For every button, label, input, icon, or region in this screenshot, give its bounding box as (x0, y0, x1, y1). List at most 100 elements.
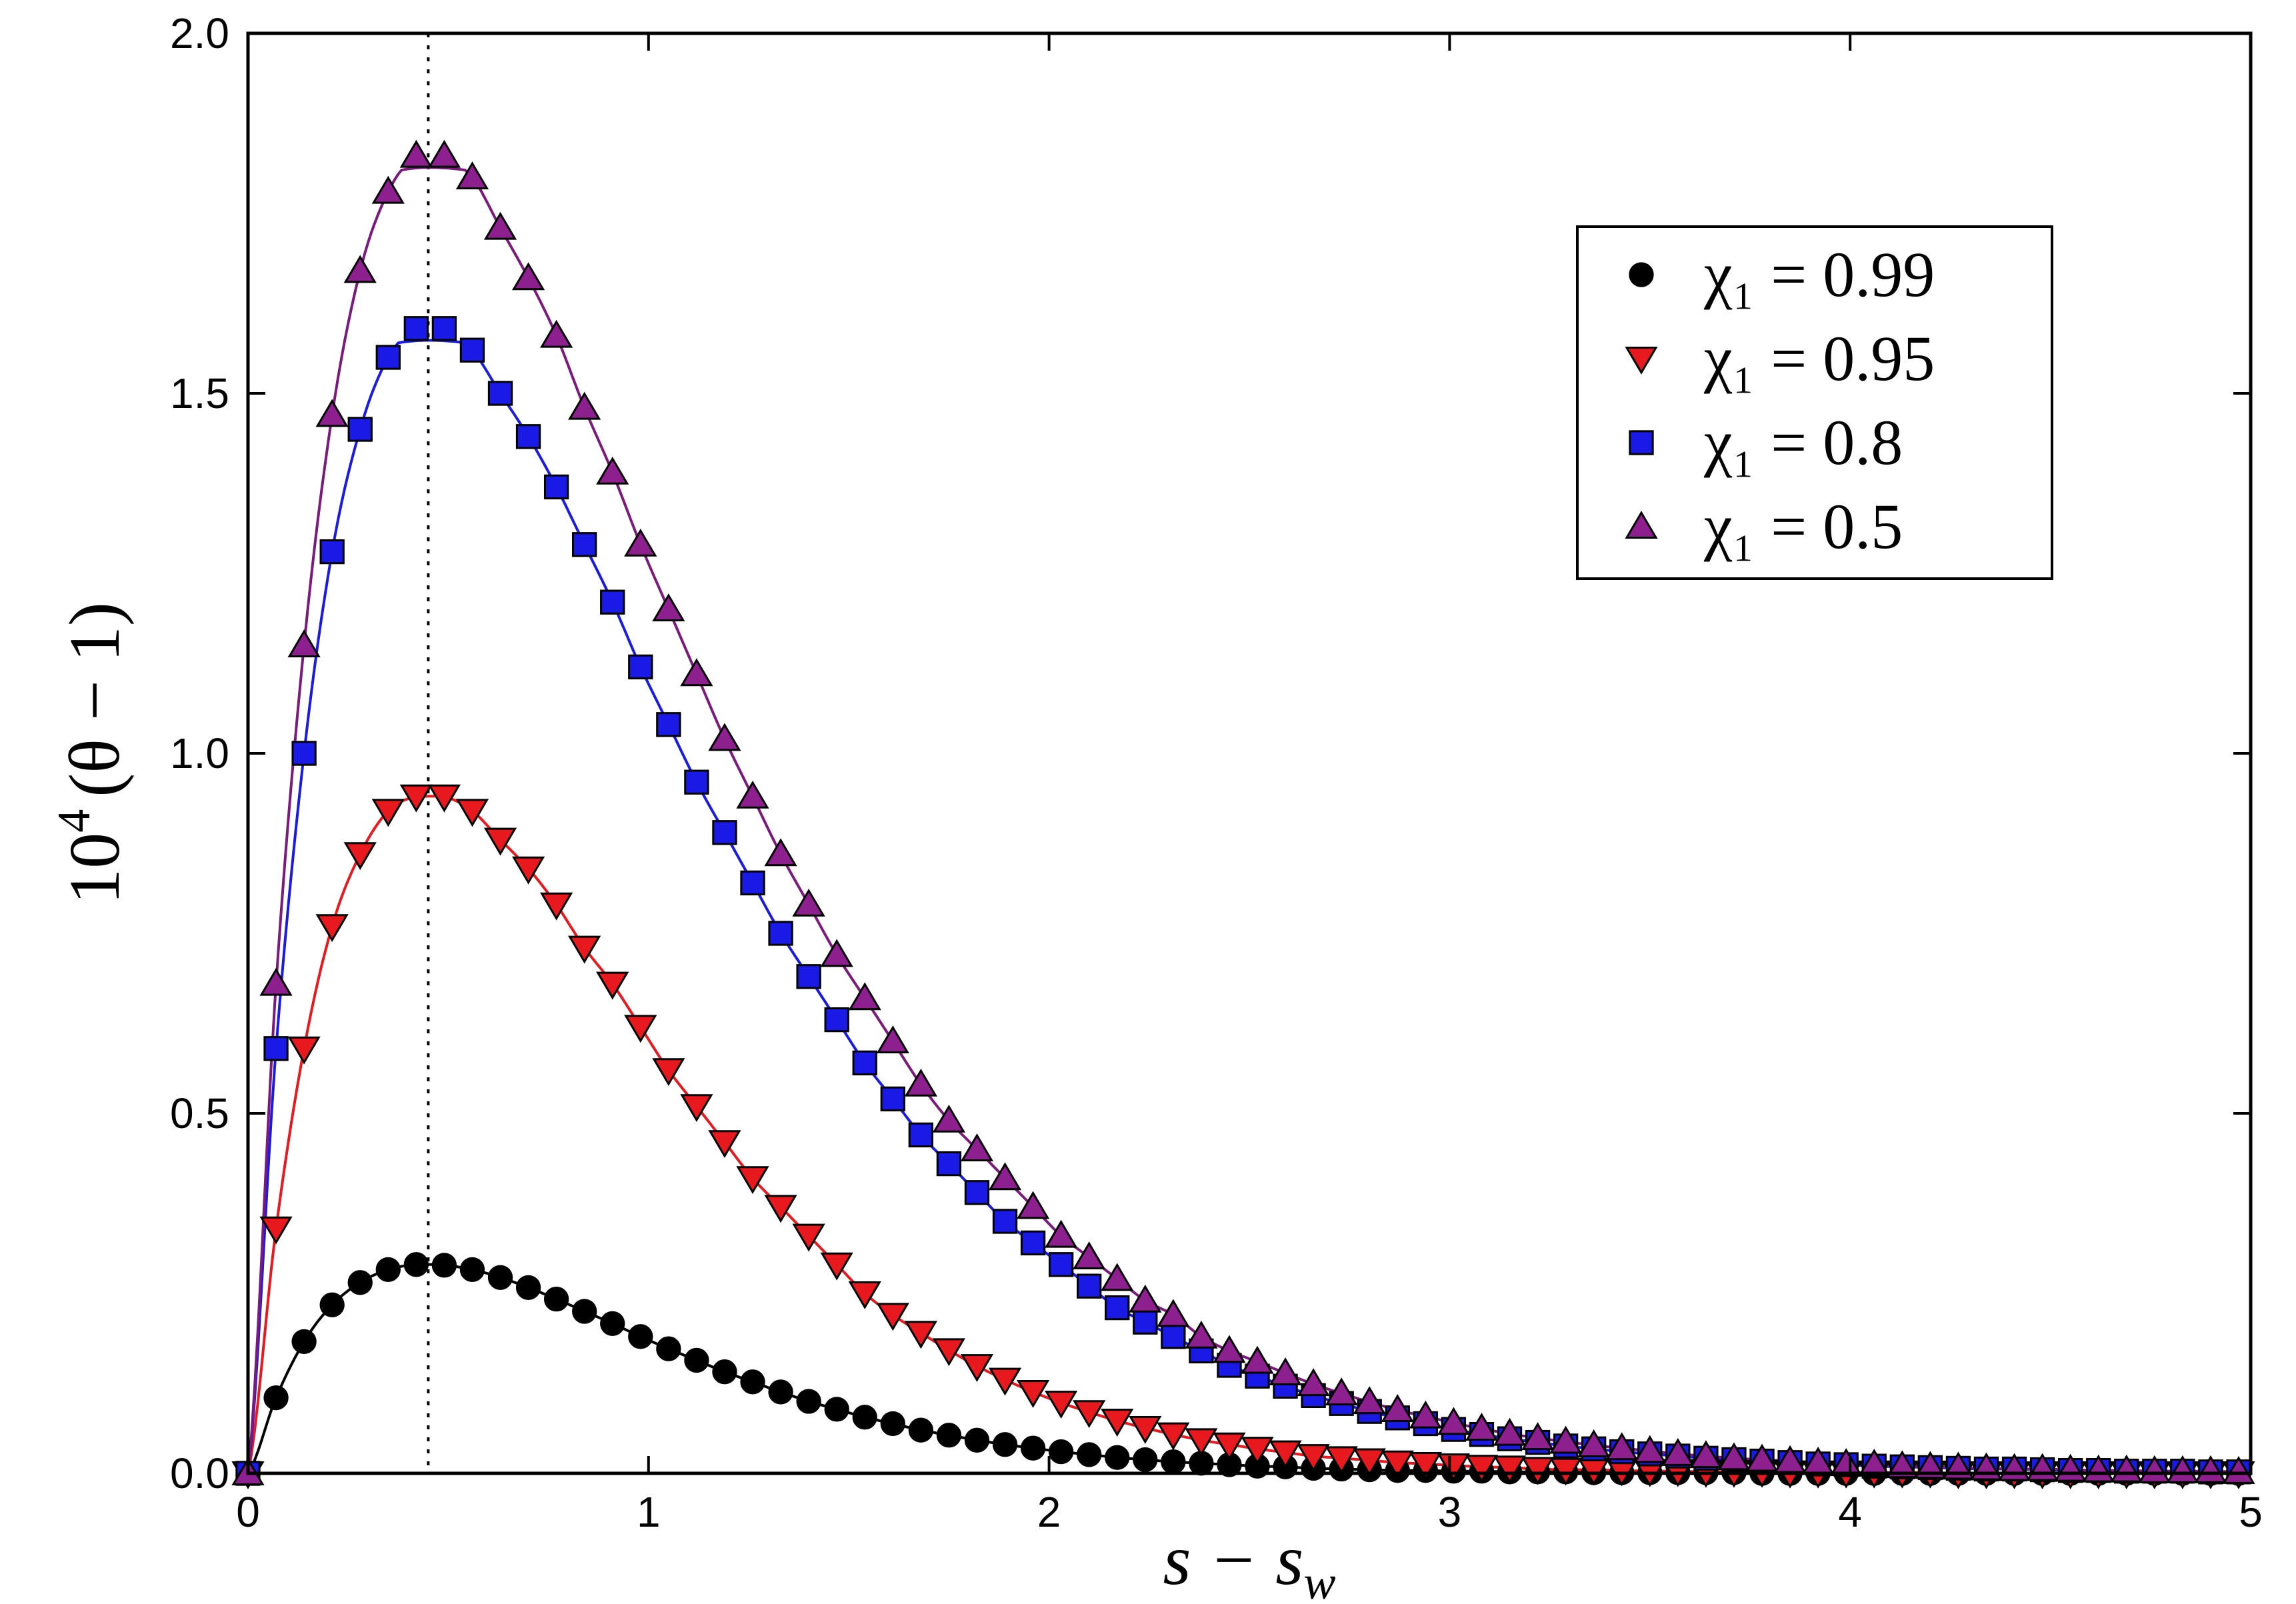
data-point-triangle-up (2082, 1454, 2115, 1483)
data-point-square (515, 424, 541, 449)
data-point-triangle-down (652, 1058, 685, 1087)
data-point-square (403, 316, 429, 341)
data-point-triangle-up (820, 939, 853, 967)
data-point-triangle-up (1717, 1442, 1751, 1471)
data-point-square (880, 1086, 905, 1112)
data-point-triangle-up (1409, 1400, 1442, 1429)
legend-label: χ₁ = 0.8 (1703, 407, 1903, 478)
data-point-triangle-up (1101, 1263, 1134, 1291)
data-point-circle (1048, 1439, 1074, 1465)
y-tick-label: 0.0 (170, 1449, 229, 1497)
data-point-triangle-down (1353, 1448, 1386, 1477)
data-point-triangle-up (1325, 1377, 1358, 1406)
legend-marker (1629, 262, 1654, 287)
data-point-triangle-down (1521, 1457, 1555, 1485)
data-point-triangle-down (932, 1338, 966, 1367)
data-point-square (656, 712, 681, 737)
data-point-circle (992, 1432, 1018, 1457)
legend-box (1576, 225, 2053, 580)
data-point-triangle-down (287, 1036, 321, 1065)
data-point-triangle-up (1913, 1451, 1947, 1479)
data-point-square (291, 741, 317, 766)
data-point-triangle-up (259, 967, 293, 996)
data-point-triangle-up (2166, 1455, 2199, 1483)
data-point-circle (824, 1397, 849, 1422)
data-point-square (572, 532, 597, 557)
x-tick-label: 3 (1438, 1488, 1462, 1536)
data-point-circle (684, 1347, 709, 1373)
legend-marker (1625, 511, 1658, 539)
data-point-circle (964, 1427, 990, 1453)
data-point-triangle-down (1493, 1455, 1527, 1484)
data-point-triangle-up (568, 391, 601, 420)
data-point-square (1020, 1230, 1046, 1256)
data-point-triangle-down (1549, 1457, 1583, 1486)
data-point-triangle-down (1269, 1440, 1302, 1469)
legend-marker (1625, 347, 1658, 375)
data-point-circle (319, 1292, 345, 1317)
data-point-triangle-down (1185, 1428, 1218, 1457)
data-point-triangle-up (1465, 1413, 1499, 1441)
data-point-triangle-up (848, 982, 881, 1011)
data-point-square (1105, 1295, 1130, 1321)
data-point-circle (1020, 1435, 1046, 1461)
data-point-triangle-down (708, 1130, 741, 1159)
y-tick-label: 0.5 (170, 1089, 229, 1137)
data-point-circle (1133, 1447, 1158, 1473)
data-point-triangle-up (680, 658, 713, 687)
data-point-triangle-up (792, 888, 825, 917)
data-point-square (712, 820, 737, 845)
data-point-triangle-up (1605, 1432, 1639, 1461)
data-point-triangle-up (1885, 1450, 1919, 1479)
data-point-square (1048, 1252, 1074, 1277)
data-point-circle (291, 1329, 317, 1355)
data-point-triangle-up (1185, 1320, 1218, 1349)
data-point-square (936, 1151, 962, 1177)
data-point-triangle-up (2110, 1454, 2143, 1483)
data-point-triangle-up (1381, 1394, 1414, 1422)
data-point-triangle-up (1129, 1284, 1162, 1313)
data-point-triangle-down (736, 1166, 769, 1195)
data-point-triangle-up (1745, 1443, 1779, 1472)
data-point-circle (1161, 1449, 1186, 1475)
data-point-circle (403, 1252, 429, 1277)
data-point-square (1133, 1309, 1158, 1335)
legend-label: χ₁ = 0.95 (1703, 323, 1935, 394)
data-point-triangle-up (1549, 1425, 1583, 1454)
y-axis-title-expression: (θ − 1) (55, 602, 135, 797)
data-point-triangle-up (1157, 1299, 1190, 1327)
data-point-square (319, 539, 345, 565)
data-point-triangle-up (736, 780, 769, 809)
data-point-circle (852, 1405, 877, 1430)
data-point-triangle-down (1016, 1379, 1050, 1408)
data-point-circle (1077, 1442, 1102, 1467)
data-point-triangle-up (371, 175, 405, 204)
x-tick-label: 4 (1838, 1488, 1862, 1536)
axis-tick-labels: 0 1 2 3 4 5 0.0 0.5 1.0 1.5 2.0 (170, 9, 2263, 1536)
data-point-triangle-down (1045, 1391, 1078, 1419)
y-tick-label: 2.0 (170, 9, 229, 57)
data-point-circle (347, 1270, 373, 1295)
data-point-triangle-down (343, 842, 377, 871)
data-point-triangle-down (1241, 1437, 1274, 1465)
svg-text:104(θ − 1): 104 (θ − 1) (49, 602, 135, 905)
data-point-square (964, 1180, 990, 1205)
data-point-triangle-down (1129, 1415, 1162, 1444)
data-point-triangle-up (652, 593, 685, 621)
data-point-triangle-up (1493, 1417, 1527, 1446)
data-point-square (628, 654, 653, 680)
x-tick-label: 0 (236, 1488, 260, 1536)
data-point-circle (796, 1389, 821, 1414)
data-point-triangle-down (259, 1216, 293, 1245)
legend-label: χ₁ = 0.99 (1703, 239, 1935, 310)
data-point-square (768, 921, 793, 946)
data-point-triangle-up (932, 1104, 966, 1133)
x-tick-label: 2 (1037, 1488, 1061, 1536)
legend: χ₁ = 0.99 χ₁ = 0.95 χ₁ = 0.8 χ₁ = 0.5 (1576, 225, 2053, 580)
data-point-triangle-down (511, 856, 545, 885)
data-point-circle (740, 1369, 765, 1395)
data-point-triangle-down (1437, 1453, 1471, 1481)
y-axis-title-coefficient: 10 (55, 833, 135, 905)
data-point-triangle-up (596, 456, 629, 485)
data-point-triangle-down (1409, 1451, 1442, 1480)
